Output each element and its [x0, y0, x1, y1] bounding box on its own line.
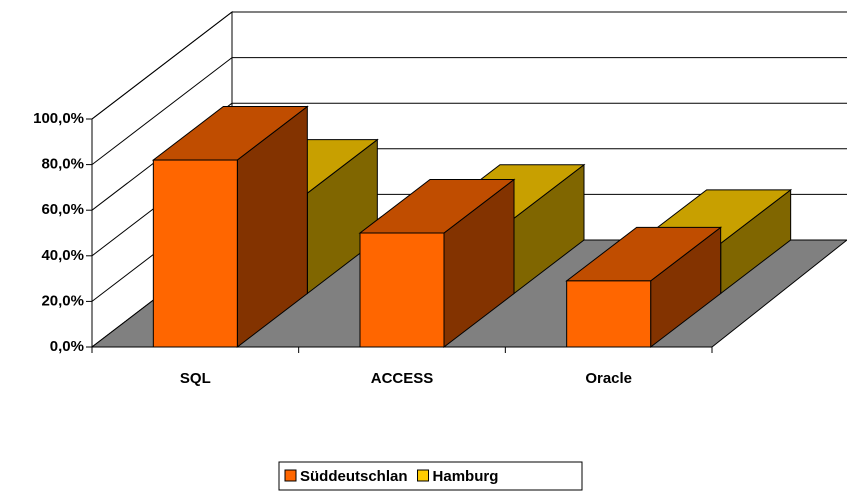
grid-line — [91, 57, 233, 165]
y-tick-label: 60,0% — [41, 201, 84, 218]
y-tick-label: 40,0% — [41, 247, 84, 264]
y-tick-label: 20,0% — [41, 292, 84, 309]
bar — [566, 280, 652, 348]
x-tick-label: Oracle — [585, 370, 632, 387]
legend-swatch — [284, 469, 297, 482]
legend-box — [278, 461, 583, 491]
back-wall — [232, 12, 847, 240]
x-tick-label: SQL — [180, 370, 211, 387]
legend-label: Süddeutschlan — [300, 468, 408, 485]
legend-swatch — [417, 469, 430, 482]
bar — [152, 159, 238, 348]
x-tick-label: ACCESS — [371, 370, 434, 387]
grid-line — [91, 11, 233, 120]
legend-label: Hamburg — [433, 468, 499, 485]
y-tick-label: 100,0% — [33, 110, 84, 127]
y-tick-label: 80,0% — [41, 156, 84, 173]
y-tick-label: 0,0% — [50, 338, 84, 355]
bar — [359, 232, 445, 348]
